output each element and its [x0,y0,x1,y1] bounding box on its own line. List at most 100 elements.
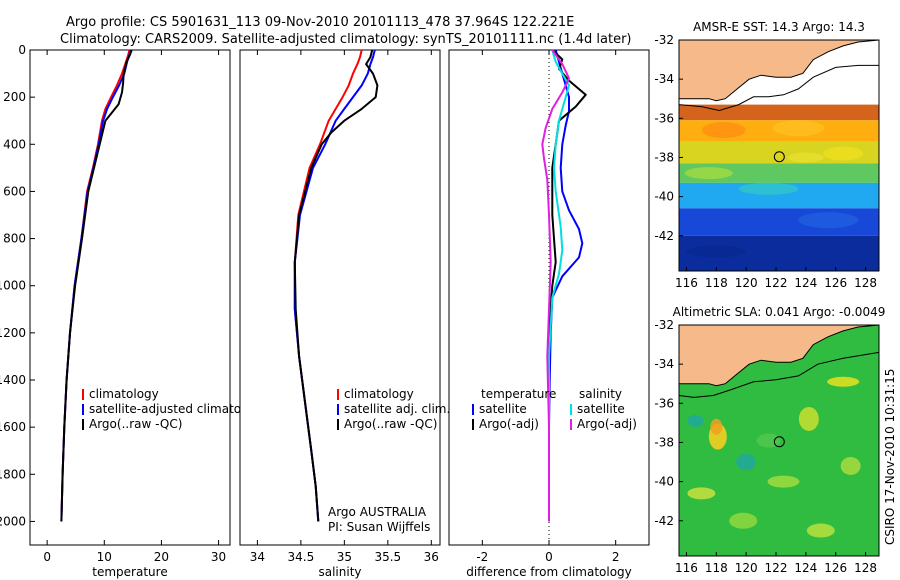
map-frame [678,324,880,557]
x-tick-label: 126 [824,561,847,575]
y-tick-label: -36 [654,111,674,125]
map-frame [678,39,880,272]
x-tick-label: 124 [794,561,817,575]
legend-label: satellite adj. clim. [344,402,450,416]
y-tick-label: 1200 [0,326,26,340]
field-blob [798,212,859,229]
argo-position-marker [773,436,785,448]
plot-frame [29,49,231,546]
y-tick-label: 2000 [0,514,26,528]
field-blob [684,167,733,180]
x-tick-label: 126 [824,276,847,290]
land-mass [679,325,879,387]
salinity-panel: 34 34.5 35 35.5 36 salinity climatologysatelli… [239,49,450,579]
field-blob [686,245,747,258]
y-tick-label: -32 [654,33,674,47]
map-title: Altimetric SLA: 0.041 Argo: -0.0049 [673,305,886,319]
x-tick-label: 120 [735,276,758,290]
temperature-panel: 0 10 20 30 0 200 400 600 800 1000 1200 1400 1600 1800… [0,43,267,579]
x-tick-label: 34.5 [288,550,315,564]
x-tick-label: 124 [794,276,817,290]
annotation-text: PI: Susan Wijffels [328,520,430,534]
x-tick-label: -2 [476,550,488,564]
field-blob [806,523,835,538]
land-mass [679,40,879,102]
legend-label: Argo(-adj) [479,417,539,431]
field-blob [738,182,799,195]
shelf-contour [679,64,879,112]
x-tick-label: 35 [337,550,352,564]
field-blob [687,414,704,427]
legend-label: satellite [577,402,625,416]
x-tick-label: 118 [705,561,728,575]
figure-title-line-1: Argo profile: CS 5901631_113 09-Nov-2010… [66,15,574,30]
annotation-text: Argo AUSTRALIA [328,505,427,519]
sla-map-panel: Altimetric SLA: 0.041 Argo: -0.0049 116 11… [654,305,885,575]
y-tick-label: -38 [654,150,674,164]
y-tick-label: 600 [3,184,26,198]
x-tick-label: 122 [765,561,788,575]
map-field [679,325,879,556]
legend-header: temperature [481,387,556,401]
x-tick-label: 0 [43,550,51,564]
x-tick-label: 0 [545,550,553,564]
y-tick-label: -32 [654,318,674,332]
argo-position-marker [773,151,785,163]
figure-title-line-2: Climatology: CARS2009. Satellite-adjuste… [60,32,632,47]
x-tick-label: 35.5 [374,550,401,564]
field-blob [840,456,861,475]
y-tick-label: -38 [654,435,674,449]
field-blob [710,418,723,435]
shelf-contour [679,351,879,398]
x-tick-label: 120 [735,561,758,575]
y-tick-label: 200 [3,90,26,104]
y-tick-label: 0 [18,43,26,57]
series-line [548,49,584,522]
field-blob [772,120,825,137]
field-blob [823,146,864,161]
field-blob [701,122,746,139]
legend-label: climatology [89,387,159,401]
x-axis-label: temperature [92,565,167,579]
y-tick-label: 1800 [0,467,26,481]
y-tick-label: -42 [654,229,674,243]
x-tick-label: 20 [154,550,169,564]
field-band [679,104,879,121]
y-tick-label: 400 [3,137,26,151]
field-blob [767,475,800,488]
legend-label: Argo(-adj) [577,417,637,431]
legend-label: Argo(..raw -QC) [89,417,182,431]
field-blob [787,152,824,163]
legend-header: salinity [579,387,622,401]
series-line [541,49,570,522]
x-tick-label: 2 [612,550,620,564]
series-line [60,49,133,522]
series-line [548,49,570,522]
x-tick-label: 36 [424,550,439,564]
y-tick-label: -42 [654,514,674,528]
y-tick-label: 1600 [0,420,26,434]
y-tick-label: -40 [654,190,674,204]
x-axis-label: salinity [318,565,361,579]
x-axis-label: difference from climatology [466,565,632,579]
legend-label: satellite-adjusted climatology [89,402,267,416]
y-tick-label: 1400 [0,373,26,387]
x-tick-label: 116 [675,561,698,575]
y-tick-label: -34 [654,357,674,371]
field-blob [827,376,860,387]
field-blob [729,512,758,529]
field-blob [756,433,781,448]
y-tick-label: 1000 [0,279,26,293]
series-line [293,49,379,522]
x-tick-label: 10 [97,550,112,564]
field-blob [736,454,757,471]
legend-label: satellite [479,402,527,416]
field-blob [687,487,716,500]
legend-label: Argo(..raw -QC) [344,417,437,431]
x-tick-label: 128 [854,561,877,575]
x-tick-label: 128 [854,276,877,290]
map-title: AMSR-E SST: 14.3 Argo: 14.3 [693,20,865,34]
sst-map-panel: AMSR-E SST: 14.3 Argo: 14.3 116 118 120 122 1… [654,20,880,290]
